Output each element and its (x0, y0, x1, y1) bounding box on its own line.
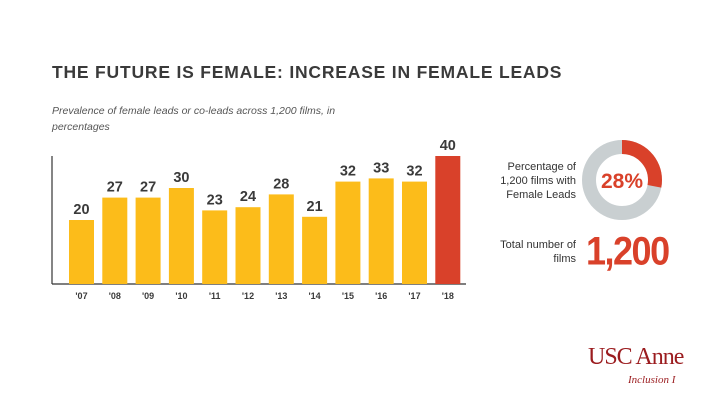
bar-13 (268, 194, 294, 284)
bar-value-label: 27 (140, 180, 156, 196)
bar-09 (135, 197, 161, 284)
bar-value-label: 30 (173, 170, 189, 186)
bar-17 (402, 181, 427, 284)
bar-value-label: 24 (240, 189, 256, 205)
bar-18 (435, 156, 461, 284)
bar-value-label: 28 (273, 176, 289, 192)
bar-15 (335, 181, 361, 284)
bar-08 (102, 197, 128, 284)
x-tick-label: '14 (309, 291, 321, 301)
chart-subtitle: Prevalence of female leads or co-leads a… (52, 105, 336, 133)
bar-14 (302, 216, 328, 284)
x-tick-label: '07 (75, 291, 87, 301)
bar-12 (235, 207, 261, 284)
bar-16 (368, 178, 394, 284)
x-tick-label: '11 (209, 291, 221, 301)
bar-value-label: 20 (73, 202, 89, 218)
x-tick-label: '15 (342, 291, 354, 301)
bar-value-label: 27 (107, 180, 123, 196)
x-tick-label: '13 (275, 291, 287, 301)
total-label: Total number of films (500, 239, 576, 265)
bar-value-label: 40 (440, 138, 456, 154)
percentage-label: Percentage of 1,200 films with Female Le… (500, 161, 576, 201)
x-tick-label: '10 (175, 291, 187, 301)
bar-value-label: 32 (340, 164, 356, 180)
bar-value-label: 23 (207, 192, 223, 208)
percentage-donut: 28% (582, 140, 662, 220)
x-tick-label: '18 (442, 291, 454, 301)
x-tick-label: '16 (375, 291, 387, 301)
percentage-value: 28% (601, 170, 643, 193)
usc-annenberg-logo: USC Anne (588, 344, 684, 370)
bar-11 (202, 210, 228, 284)
bar-value-label: 21 (307, 199, 323, 215)
x-tick-label: '09 (142, 291, 154, 301)
bar-07 (69, 220, 94, 284)
x-tick-label: '12 (242, 291, 254, 301)
x-tick-label: '08 (109, 291, 121, 301)
bar-10 (168, 188, 194, 284)
x-tick-label: '17 (408, 291, 420, 301)
bar-chart: 20 '07 27 '08 27 '09 30 '10 23 '11 24 '12 28 '13 21 '14… (51, 138, 466, 301)
logo-subtext: Inclusion I (628, 374, 676, 386)
chart-title: THE FUTURE IS FEMALE: INCREASE IN FEMALE… (52, 62, 563, 82)
total-value: 1,200 (586, 228, 670, 274)
donut-fill (582, 140, 662, 220)
bar-value-label: 32 (406, 164, 422, 180)
bar-value-label: 33 (373, 160, 389, 176)
